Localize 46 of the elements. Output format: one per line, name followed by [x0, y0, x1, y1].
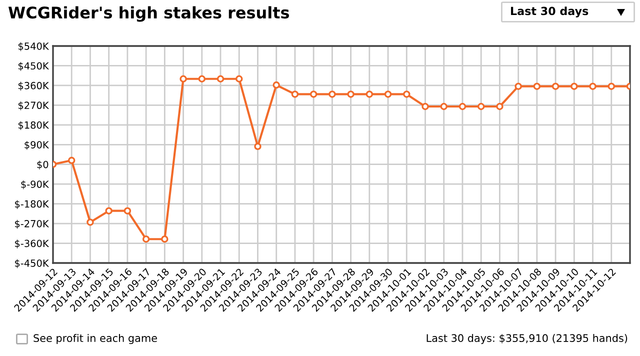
y-tick-label: $-270K: [15, 220, 50, 229]
point: [384, 90, 392, 98]
point: [236, 75, 243, 82]
point: [254, 142, 262, 150]
y-tick-label: $360K: [18, 82, 50, 91]
point: [552, 82, 560, 90]
point: [477, 102, 485, 110]
point: [310, 90, 318, 98]
point: [458, 102, 466, 110]
y-tick-label: $0: [37, 160, 48, 170]
point: [608, 82, 615, 90]
text: See profit in each game: [34, 334, 157, 344]
point: [216, 75, 224, 82]
text: Last 30 days: [511, 6, 588, 18]
point: [514, 82, 522, 90]
point: [347, 90, 354, 98]
point: [291, 90, 299, 98]
point: [589, 82, 596, 90]
point: [105, 207, 112, 214]
text: Last 30 days: $355,910 (21395 hands): [426, 334, 628, 344]
y-tick-label: $270K: [18, 101, 50, 110]
point: [86, 218, 94, 226]
point: [570, 82, 578, 90]
point: [124, 207, 132, 214]
y-tick-label: $-450K: [15, 259, 50, 268]
point: [68, 156, 76, 164]
y-tick-label: $90K: [24, 140, 50, 150]
point: [328, 90, 336, 98]
y-tick-label: $180K: [18, 121, 50, 130]
point: [142, 235, 150, 243]
y-tick-label: $-90K: [21, 180, 50, 190]
point: [180, 75, 187, 82]
point: [403, 90, 410, 98]
point: [440, 102, 448, 110]
y-tick-label: $450K: [18, 62, 50, 71]
point: [496, 102, 504, 110]
y-tick-label: $-360K: [15, 240, 50, 248]
point: [198, 75, 206, 82]
point: [422, 102, 429, 110]
point: [533, 82, 541, 90]
y-tick-label: $-180K: [15, 200, 50, 209]
point: [366, 90, 374, 98]
y-tick-label: $540K: [18, 42, 50, 52]
point: [161, 235, 168, 243]
point: [272, 81, 280, 89]
chart-title: WCGRider's high stakes results: [8, 6, 290, 22]
